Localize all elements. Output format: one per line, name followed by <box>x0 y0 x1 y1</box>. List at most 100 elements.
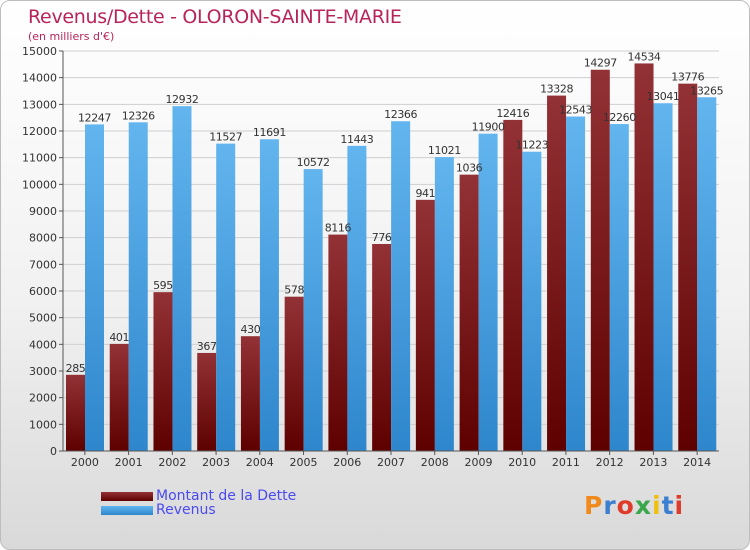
data-label: 367 <box>197 340 217 353</box>
x-tick-label: 2001 <box>115 456 143 469</box>
data-label: 12326 <box>122 109 155 122</box>
data-label: 13265 <box>690 84 723 97</box>
y-tick-label: 9000 <box>29 205 57 218</box>
bar-revenus <box>259 139 279 452</box>
bar-revenus <box>653 103 673 452</box>
bar-revenus <box>347 145 367 451</box>
logo-letter: o <box>616 491 635 520</box>
x-tick-label: 2005 <box>290 456 318 469</box>
bar-revenus <box>478 133 498 451</box>
data-label: 12260 <box>603 111 636 124</box>
bar-dette <box>109 343 129 451</box>
x-tick-label: 2006 <box>333 456 361 469</box>
y-tick-label: 10000 <box>22 178 57 191</box>
logo-letter: r <box>603 491 617 520</box>
data-label: 1036 <box>456 162 483 175</box>
y-tick-label: 14000 <box>22 72 57 85</box>
data-label: 285 <box>66 362 86 375</box>
chart-subtitle: (en milliers d'€) <box>28 30 115 43</box>
legend-label-revenus: Revenus <box>156 502 216 518</box>
data-label: 12932 <box>165 93 198 106</box>
legend-label-dette: Montant de la Dette <box>156 488 297 504</box>
legend-item-dette: Montant de la Dette <box>101 488 296 504</box>
x-tick-label: 2003 <box>202 456 230 469</box>
data-label: 11691 <box>253 126 286 139</box>
bar-revenus <box>566 116 586 452</box>
bar-dette <box>459 174 479 452</box>
y-tick-label: 5000 <box>29 312 57 325</box>
x-tick-label: 2013 <box>639 456 667 469</box>
legend-item-revenus: Revenus <box>101 502 216 518</box>
bar-dette <box>240 336 260 451</box>
y-tick-label: 6000 <box>29 285 57 298</box>
bar-revenus <box>172 106 192 451</box>
x-tick-label: 2010 <box>508 456 536 469</box>
data-label: 13041 <box>647 90 680 103</box>
data-label: 11527 <box>209 131 242 144</box>
y-tick-label: 3000 <box>29 365 57 378</box>
bar-revenus <box>609 124 629 452</box>
data-label: 941 <box>415 187 435 200</box>
bar-dette <box>678 83 698 451</box>
bar-dette <box>328 234 348 451</box>
data-label: 11021 <box>428 144 461 157</box>
bar-revenus <box>216 143 236 451</box>
y-tick-label: 0 <box>50 445 57 458</box>
data-label: 12247 <box>78 111 111 124</box>
bar-dette <box>66 374 85 451</box>
bar-dette <box>197 352 217 451</box>
bar-revenus <box>128 122 148 451</box>
y-tick-label: 8000 <box>29 232 57 245</box>
data-label: 12366 <box>384 108 417 121</box>
bar-dette <box>415 199 435 451</box>
logo-letter: P <box>584 491 604 520</box>
data-label: 578 <box>284 284 304 297</box>
axes: 0 1000 2000 3000 4000 5000 6000 7000 8000 9000 100… <box>22 45 719 469</box>
data-label: 8116 <box>325 222 352 235</box>
logo-letter: i <box>674 491 685 520</box>
y-tick-label: 15000 <box>22 45 57 58</box>
logo-letter: t <box>661 491 675 520</box>
logo-letter: i <box>652 491 662 520</box>
x-tick-label: 2011 <box>552 456 580 469</box>
x-tick-label: 2012 <box>596 456 624 469</box>
data-label: 14297 <box>584 57 617 70</box>
data-label: 14534 <box>628 50 661 63</box>
x-tick-label: 2000 <box>71 456 99 469</box>
bar-dette <box>634 63 654 451</box>
bar-dette <box>153 292 173 451</box>
data-label: 13776 <box>671 71 704 84</box>
data-label: 13328 <box>540 83 573 96</box>
logo-letter: x <box>634 491 652 520</box>
bar-dette <box>547 95 567 451</box>
chart-title: Revenus/Dette - OLORON-SAINTE-MARIE <box>28 6 402 28</box>
data-label: 401 <box>109 331 129 344</box>
y-tick-label: 2000 <box>29 392 57 405</box>
y-tick-label: 13000 <box>22 98 57 111</box>
data-label: 11900 <box>472 121 505 134</box>
x-tick-label: 2002 <box>158 456 186 469</box>
y-tick-label: 4000 <box>29 338 57 351</box>
data-label: 11443 <box>340 133 373 146</box>
bar-dette <box>372 243 392 451</box>
x-tick-label: 2008 <box>421 456 449 469</box>
bar-revenus <box>391 121 411 452</box>
bar-revenus <box>697 97 717 452</box>
data-label: 11223 <box>515 139 548 152</box>
x-tick-label: 2004 <box>246 456 274 469</box>
legend-swatch-revenus <box>101 505 153 515</box>
x-tick-label: 2014 <box>683 456 711 469</box>
bar-revenus <box>434 157 454 451</box>
y-tick-label: 1000 <box>29 418 57 431</box>
data-label: 595 <box>153 279 173 292</box>
value-labels: 285 12247 401 12326 595 12932 367 11527 430 11691… <box>66 50 724 374</box>
bar-revenus <box>522 151 542 451</box>
y-tick-label: 12000 <box>22 125 57 138</box>
proxiti-logo[interactable]: Proxiti <box>584 491 684 520</box>
bar-revenus <box>303 169 323 451</box>
bar-dette <box>590 69 610 451</box>
data-label: 776 <box>372 231 392 244</box>
bar-revenus <box>85 124 104 451</box>
data-label: 430 <box>241 323 261 336</box>
